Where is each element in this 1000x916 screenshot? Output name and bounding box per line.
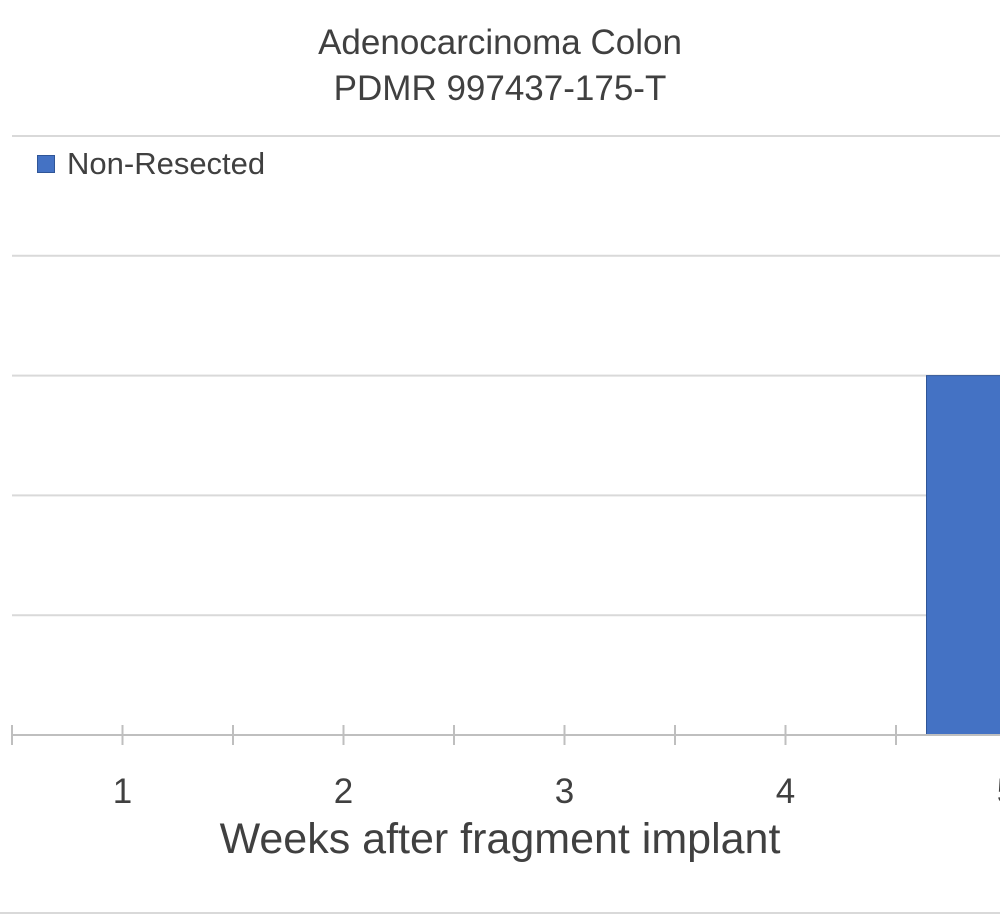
chart-title: Adenocarcinoma Colon [318,23,682,62]
x-tick-label-5: 5 [997,772,1000,811]
x-axis-title: Weeks after fragment implant [219,815,781,863]
x-tick-label-3: 3 [555,772,574,811]
chart-bottom-border [0,912,1000,914]
legend-swatch-non-resected [37,155,55,173]
chart-subtitle: PDMR 997437-175-T [333,69,667,108]
legend-label-non-resected: Non-Resected [67,146,266,181]
x-tick-label-1: 1 [113,772,132,811]
bar-5 [926,375,1000,736]
x-tick-label-4: 4 [776,772,795,811]
legend: Non-Resected [37,146,265,182]
chart-title-block: Adenocarcinoma Colon PDMR 997437-175-T [0,20,1000,112]
x-tick-label-2: 2 [334,772,353,811]
